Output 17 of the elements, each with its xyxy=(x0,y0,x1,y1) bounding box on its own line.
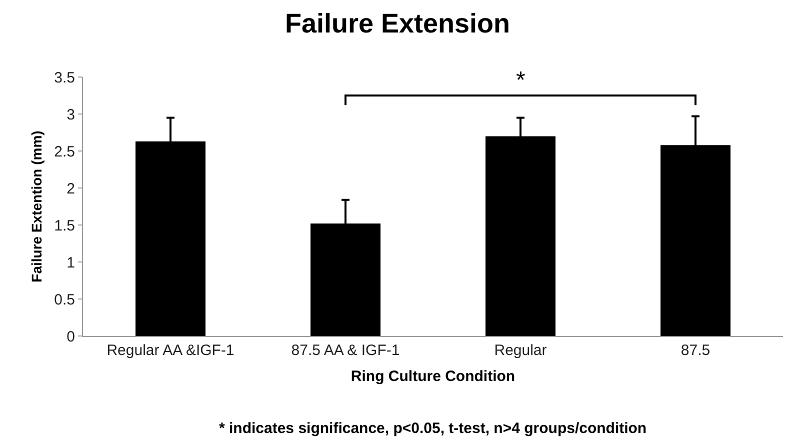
annotation: * xyxy=(516,67,526,94)
x-tick-label: 87.5 AA & IGF-1 xyxy=(291,342,400,359)
y-tick-label: 3 xyxy=(66,106,75,124)
y-tick-label: 0 xyxy=(66,328,75,346)
x-tick-label: Regular AA &IGF-1 xyxy=(106,342,234,359)
x-axis-title: Ring Culture Condition xyxy=(350,368,516,385)
y-tick-label: 2 xyxy=(66,180,75,198)
y-tick-label: 1.5 xyxy=(54,217,75,234)
text: * indicates significance, p<0.05, t-test, n>4 groups/condition xyxy=(219,420,647,437)
y-tick-label: 1 xyxy=(66,254,75,272)
y-tick-label: 2.5 xyxy=(54,143,75,160)
x-tick-label: Regular xyxy=(494,342,547,359)
y-tick-label: 3.5 xyxy=(54,69,75,86)
y-axis-title: Failure Extention (mm) xyxy=(28,130,45,282)
y-tick-label: 0.5 xyxy=(54,291,75,308)
x-tick-label: 87.5 xyxy=(680,342,710,359)
chart-title: Failure Extension xyxy=(284,8,510,38)
